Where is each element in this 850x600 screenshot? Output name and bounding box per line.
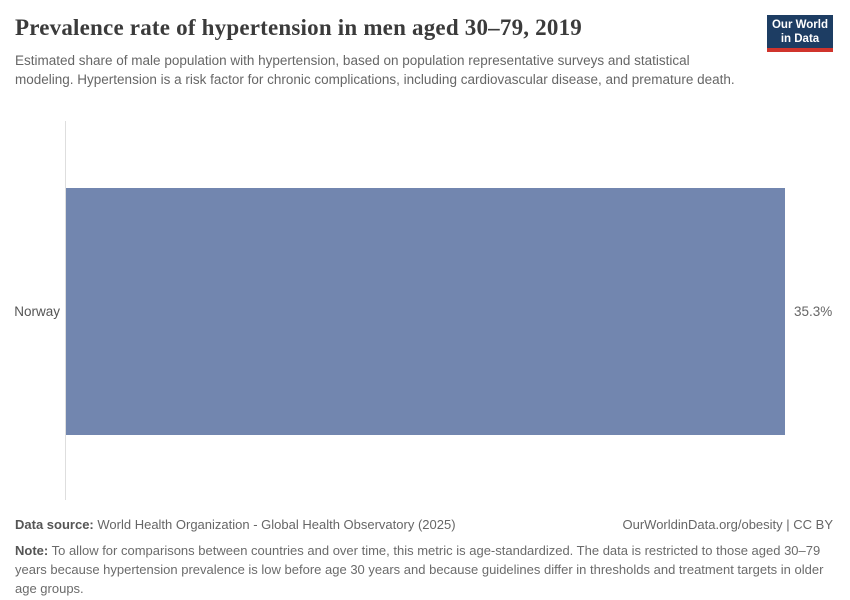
owid-logo-line1: Our World xyxy=(771,18,828,31)
entity-label-norway: Norway xyxy=(14,304,60,319)
page-title: Prevalence rate of hypertension in men a… xyxy=(15,15,582,40)
data-source-line: Data source: World Health Organization -… xyxy=(15,517,456,533)
chart-subtitle: Estimated share of male population with … xyxy=(15,53,735,87)
bar-norway[interactable] xyxy=(66,188,785,435)
owid-logo[interactable]: Our World in Data xyxy=(767,15,833,52)
note-text: To allow for comparisons between countri… xyxy=(15,543,824,596)
license-link[interactable]: OurWorldinData.org/obesity | CC BY xyxy=(622,517,834,532)
data-source-label: Data source: xyxy=(15,517,94,532)
plot-area xyxy=(66,188,785,435)
data-source-value: World Health Organization - Global Healt… xyxy=(97,517,456,532)
chart-header: Prevalence rate of hypertension in men a… xyxy=(15,14,835,89)
y-axis-line xyxy=(65,121,66,500)
note-label: Note: xyxy=(15,543,49,558)
owid-logo-line2: in Data xyxy=(780,32,820,45)
chart-footer: Data source: World Health Organization -… xyxy=(15,517,833,598)
chart-note: Note: To allow for comparisons between c… xyxy=(15,541,833,598)
bar-value-label: 35.3% xyxy=(794,304,833,319)
